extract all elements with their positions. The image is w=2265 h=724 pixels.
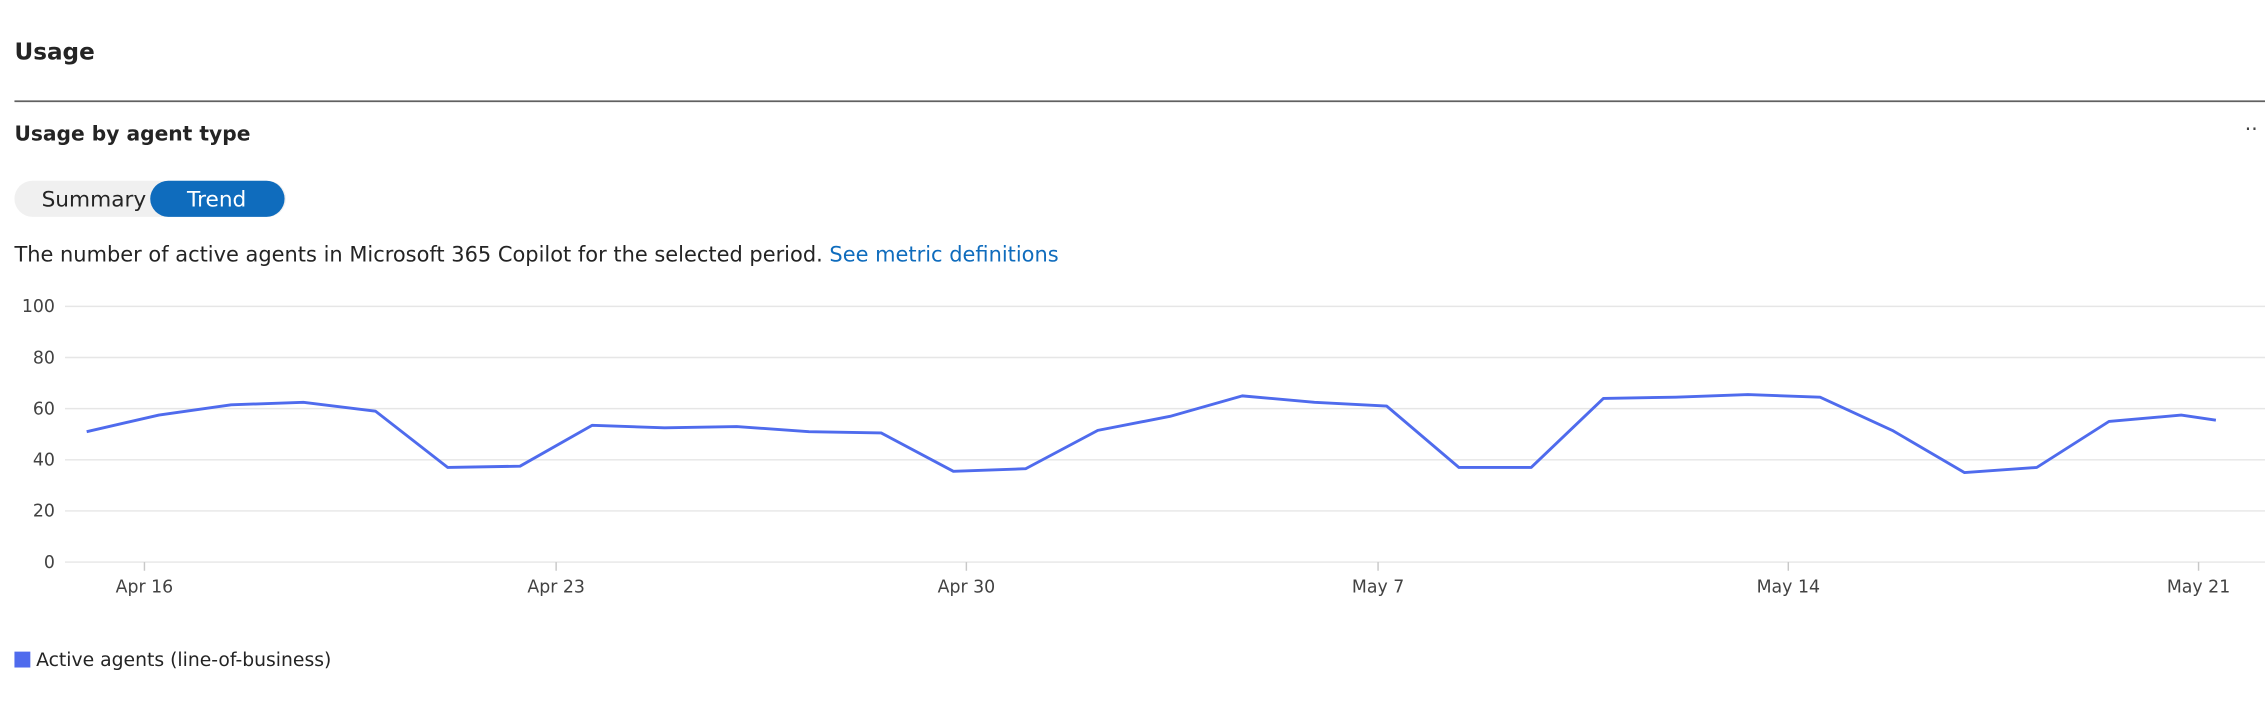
- y-tick-label: 60: [33, 399, 55, 419]
- toggle-summary[interactable]: Summary: [42, 188, 147, 213]
- legend-label: Active agents (line-of-business): [36, 650, 331, 671]
- y-tick-label: 100: [22, 297, 55, 317]
- description: The number of active agents in Microsoft…: [13, 243, 1058, 267]
- toggle-trend-bg[interactable]: [150, 180, 285, 217]
- y-tick-label: 80: [33, 348, 55, 368]
- y-tick-label: 20: [33, 502, 55, 522]
- x-tick-label: May 7: [1352, 577, 1404, 597]
- more-button[interactable]: ··: [2245, 117, 2258, 141]
- metric-link[interactable]: See metric definitions: [829, 243, 1058, 267]
- y-tick-label: 0: [44, 553, 55, 573]
- x-tick-label: Apr 16: [116, 577, 174, 597]
- x-tick-label: May 14: [1757, 577, 1820, 597]
- description-text: The number of active agents in Microsoft…: [13, 243, 822, 267]
- page-title: Usage: [14, 39, 94, 65]
- plot: 0 20 40 60 80 100 Apr 16 Apr 23 Apr 30 May 7 May 1…: [14, 297, 2265, 671]
- series-line: [86, 393, 2217, 475]
- x-tick-label: Apr 23: [527, 577, 585, 597]
- card-title: Usage by agent type: [14, 121, 250, 145]
- x-tick-label: Apr 30: [938, 577, 996, 597]
- y-tick-label: 40: [33, 451, 55, 471]
- legend-swatch: [14, 651, 31, 668]
- x-tick-label: May 21: [2167, 577, 2230, 597]
- toggle-trend[interactable]: Trend: [186, 188, 246, 213]
